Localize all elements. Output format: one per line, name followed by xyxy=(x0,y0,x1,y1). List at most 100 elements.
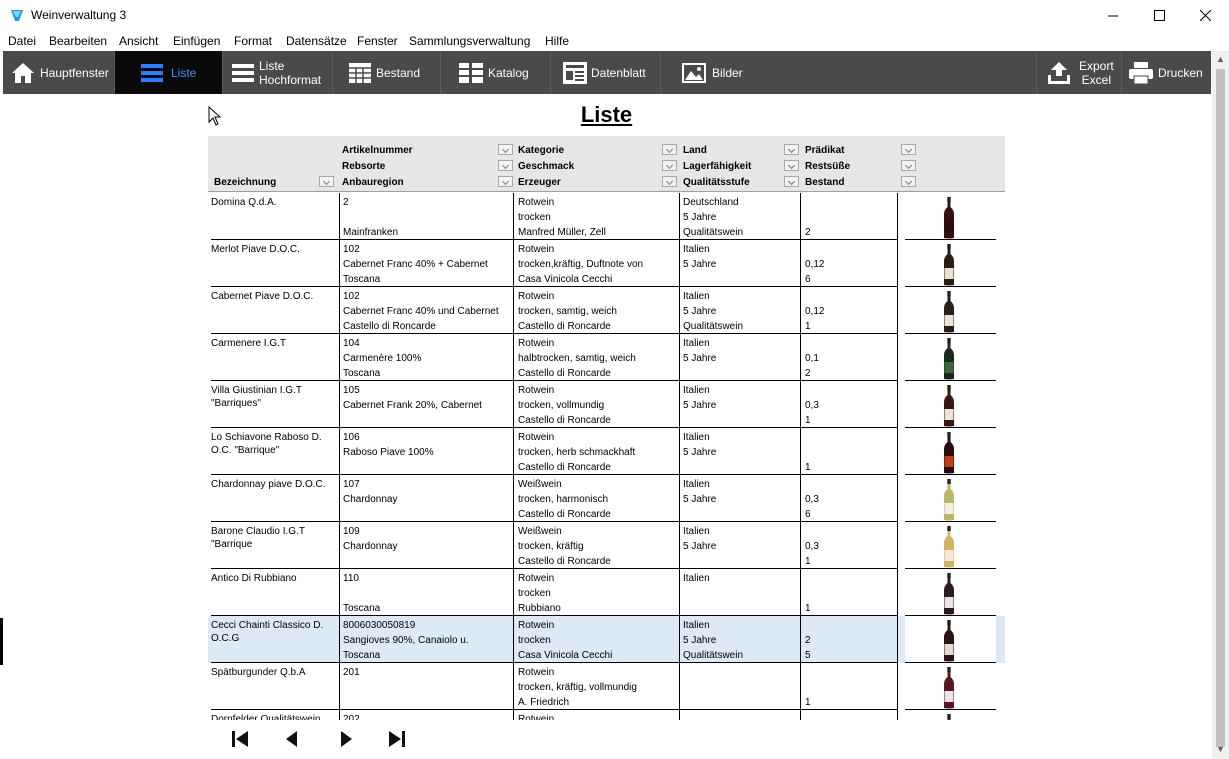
wine-bottle-image xyxy=(944,244,954,286)
kategorie: Rotwein xyxy=(518,291,555,302)
table-row[interactable]: Villa Giustinian I.G.T "Barriques" 105 Cab… xyxy=(208,381,1005,428)
tab-bestand[interactable]: Bestand xyxy=(333,51,441,94)
wine-bottle-image xyxy=(947,714,951,720)
tab-datenblatt[interactable]: Datenblatt xyxy=(551,51,661,94)
menu-sammlungsverwaltung[interactable]: Sammlungsverwaltung xyxy=(409,34,531,48)
kategorie: Rotwein xyxy=(518,197,555,208)
maximize-icon xyxy=(1153,10,1165,21)
menu-bearbeiten[interactable]: Bearbeiten xyxy=(49,34,108,48)
image-icon xyxy=(682,62,706,83)
sort-bezeichnung-dropdown[interactable] xyxy=(319,176,334,187)
tab-liste[interactable]: Liste xyxy=(115,51,223,94)
cell-bild xyxy=(905,381,996,428)
table-row[interactable]: Antico Di Rubbiano 110 Toscana Rotwein trock… xyxy=(208,569,1005,616)
table-row[interactable]: Cecci Chainti Classico D. O.C.G 800603005… xyxy=(208,616,1005,663)
geschmack: trocken,kräftig, Duftnote von xyxy=(518,259,644,270)
menu-datensaetze[interactable]: Datensätze xyxy=(286,34,347,48)
cell-bild xyxy=(905,475,996,522)
header-bestand: Bestand xyxy=(805,177,845,188)
cell-kategorie-geschmack-erzeuger: Weißwein trocken, kräftig Castello di Ronc… xyxy=(514,522,680,569)
cell-bild xyxy=(905,428,996,475)
menu-fenster[interactable]: Fenster xyxy=(357,34,398,48)
tab-bilder-label: Bilder xyxy=(712,65,743,80)
table-row[interactable]: Barone Claudio I.G.T "Barrique 109 Chardon… xyxy=(208,522,1005,569)
tab-bilder[interactable]: Bilder xyxy=(661,51,771,94)
cell-land-lager-qualitaet: Deutschland 5 Jahre Qualitätswein xyxy=(680,193,801,240)
page-title: Liste xyxy=(580,102,633,127)
wine-name: Villa Giustinian I.G.T "Barriques" xyxy=(211,385,302,409)
qualitaetsstufe: Qualitätswein xyxy=(683,650,744,661)
table-row[interactable]: Chardonnay piave D.O.C. 107 Chardonnay Weiß… xyxy=(208,475,1005,522)
restsuesse: 0,3 xyxy=(805,494,819,505)
scroll-up-arrow[interactable]: ▲ xyxy=(1216,54,1225,64)
table-row[interactable]: Cabernet Piave D.O.C. 102 Cabernet Franc 4… xyxy=(208,287,1005,334)
geschmack: trocken, harmonisch xyxy=(518,494,609,505)
table-row[interactable]: Carmenere I.G.T 104 Carmenère 100% Toscana R… xyxy=(208,334,1005,381)
sort-erzeuger-dropdown[interactable] xyxy=(662,176,677,187)
minimize-button[interactable] xyxy=(1090,0,1136,31)
close-button[interactable] xyxy=(1182,0,1228,31)
previous-record-icon[interactable] xyxy=(279,728,305,750)
wine-bottle-image xyxy=(944,667,954,709)
wine-bottle-image xyxy=(944,573,954,615)
wine-name: Barone Claudio I.G.T "Barrique xyxy=(211,526,305,550)
export-excel-button[interactable]: Export Excel xyxy=(1036,51,1122,94)
maximize-button[interactable] xyxy=(1136,0,1182,31)
print-button[interactable]: Drucken xyxy=(1122,51,1211,94)
next-record-icon[interactable] xyxy=(333,728,359,750)
bestand: 2 xyxy=(805,368,811,379)
menu-hilfe[interactable]: Hilfe xyxy=(545,34,570,48)
sort-praedikat-dropdown[interactable] xyxy=(901,144,916,155)
tab-liste-hochformat[interactable]: Liste Hochformat xyxy=(223,51,333,94)
bestand: 1 xyxy=(805,415,811,426)
sort-lagerfaehigkeit-dropdown[interactable] xyxy=(784,160,799,171)
sort-kategorie-dropdown[interactable] xyxy=(662,144,677,155)
geschmack: trocken, herb schmackhaft xyxy=(518,447,636,458)
menu-format[interactable]: Format xyxy=(234,34,273,48)
sort-geschmack-dropdown[interactable] xyxy=(662,160,677,171)
wine-bottle-image xyxy=(944,479,954,521)
table-row[interactable]: Domina Q.d.A. 2 Mainfranken Rotwein trocken M… xyxy=(208,193,1005,240)
artikelnummer: 8006030050819 xyxy=(343,620,416,631)
rebsorte: Chardonnay xyxy=(343,494,398,505)
cell-bezeichnung: Spätburgunder Q.b.A xyxy=(211,663,340,710)
table-row[interactable]: Spätburgunder Q.b.A 201 Rotwein trocken, kr… xyxy=(208,663,1005,710)
menu-datei[interactable]: Datei xyxy=(8,34,37,48)
geschmack: trocken xyxy=(518,212,551,223)
erzeuger: Casa Vinicola Cecchi xyxy=(518,650,613,661)
land: Italien xyxy=(683,291,710,302)
last-record-icon[interactable] xyxy=(384,728,410,750)
cell-land-lager-qualitaet: Italien 5 Jahre xyxy=(680,522,801,569)
kategorie: Rotwein xyxy=(518,573,555,584)
cell-artikel-rebsorte-region: 102 Cabernet Franc 40% und Cabernet Castel… xyxy=(340,287,514,334)
menu-ansicht[interactable]: Ansicht xyxy=(119,34,159,48)
table-row[interactable]: Dornfelder Qualitätswein 202 Rotwein xyxy=(208,710,1005,720)
wine-name: Cabernet Piave D.O.C. xyxy=(211,291,314,302)
sort-qualitaetsstufe-dropdown[interactable] xyxy=(784,176,799,187)
artikelnummer: 102 xyxy=(343,244,360,255)
cell-bild xyxy=(905,522,996,569)
menu-einfuegen[interactable]: Einfügen xyxy=(173,34,221,48)
scroll-thumb[interactable] xyxy=(1216,69,1225,747)
sort-artikelnummer-dropdown[interactable] xyxy=(498,144,513,155)
scroll-down-arrow[interactable]: ▼ xyxy=(1216,744,1225,754)
header-land: Land xyxy=(683,145,707,156)
sort-anbauregion-dropdown[interactable] xyxy=(498,176,513,187)
tab-katalog[interactable]: Katalog xyxy=(441,51,551,94)
sort-restsuesse-dropdown[interactable] xyxy=(901,160,916,171)
wine-name: Merlot Piave D.O.C. xyxy=(211,244,300,255)
vertical-scrollbar[interactable]: ▲ ▼ xyxy=(1212,51,1229,759)
sort-rebsorte-dropdown[interactable] xyxy=(498,160,513,171)
artikelnummer: 2 xyxy=(343,197,349,208)
table-row[interactable]: Lo Schiavone Raboso D. O.C. "Barrique" 10… xyxy=(208,428,1005,475)
anbauregion: Toscana xyxy=(343,603,381,614)
bestand: 6 xyxy=(805,509,811,520)
lagerfaehigkeit: 5 Jahre xyxy=(683,353,717,364)
table-row[interactable]: Merlot Piave D.O.C. 102 Cabernet Franc 40%… xyxy=(208,240,1005,287)
sort-bestand-dropdown[interactable] xyxy=(901,176,916,187)
sort-land-dropdown[interactable] xyxy=(784,144,799,155)
first-record-icon[interactable] xyxy=(227,728,253,750)
kategorie: Weißwein xyxy=(518,526,562,537)
tab-hauptfenster[interactable]: Hauptfenster xyxy=(3,51,115,94)
kategorie: Rotwein xyxy=(518,714,555,720)
